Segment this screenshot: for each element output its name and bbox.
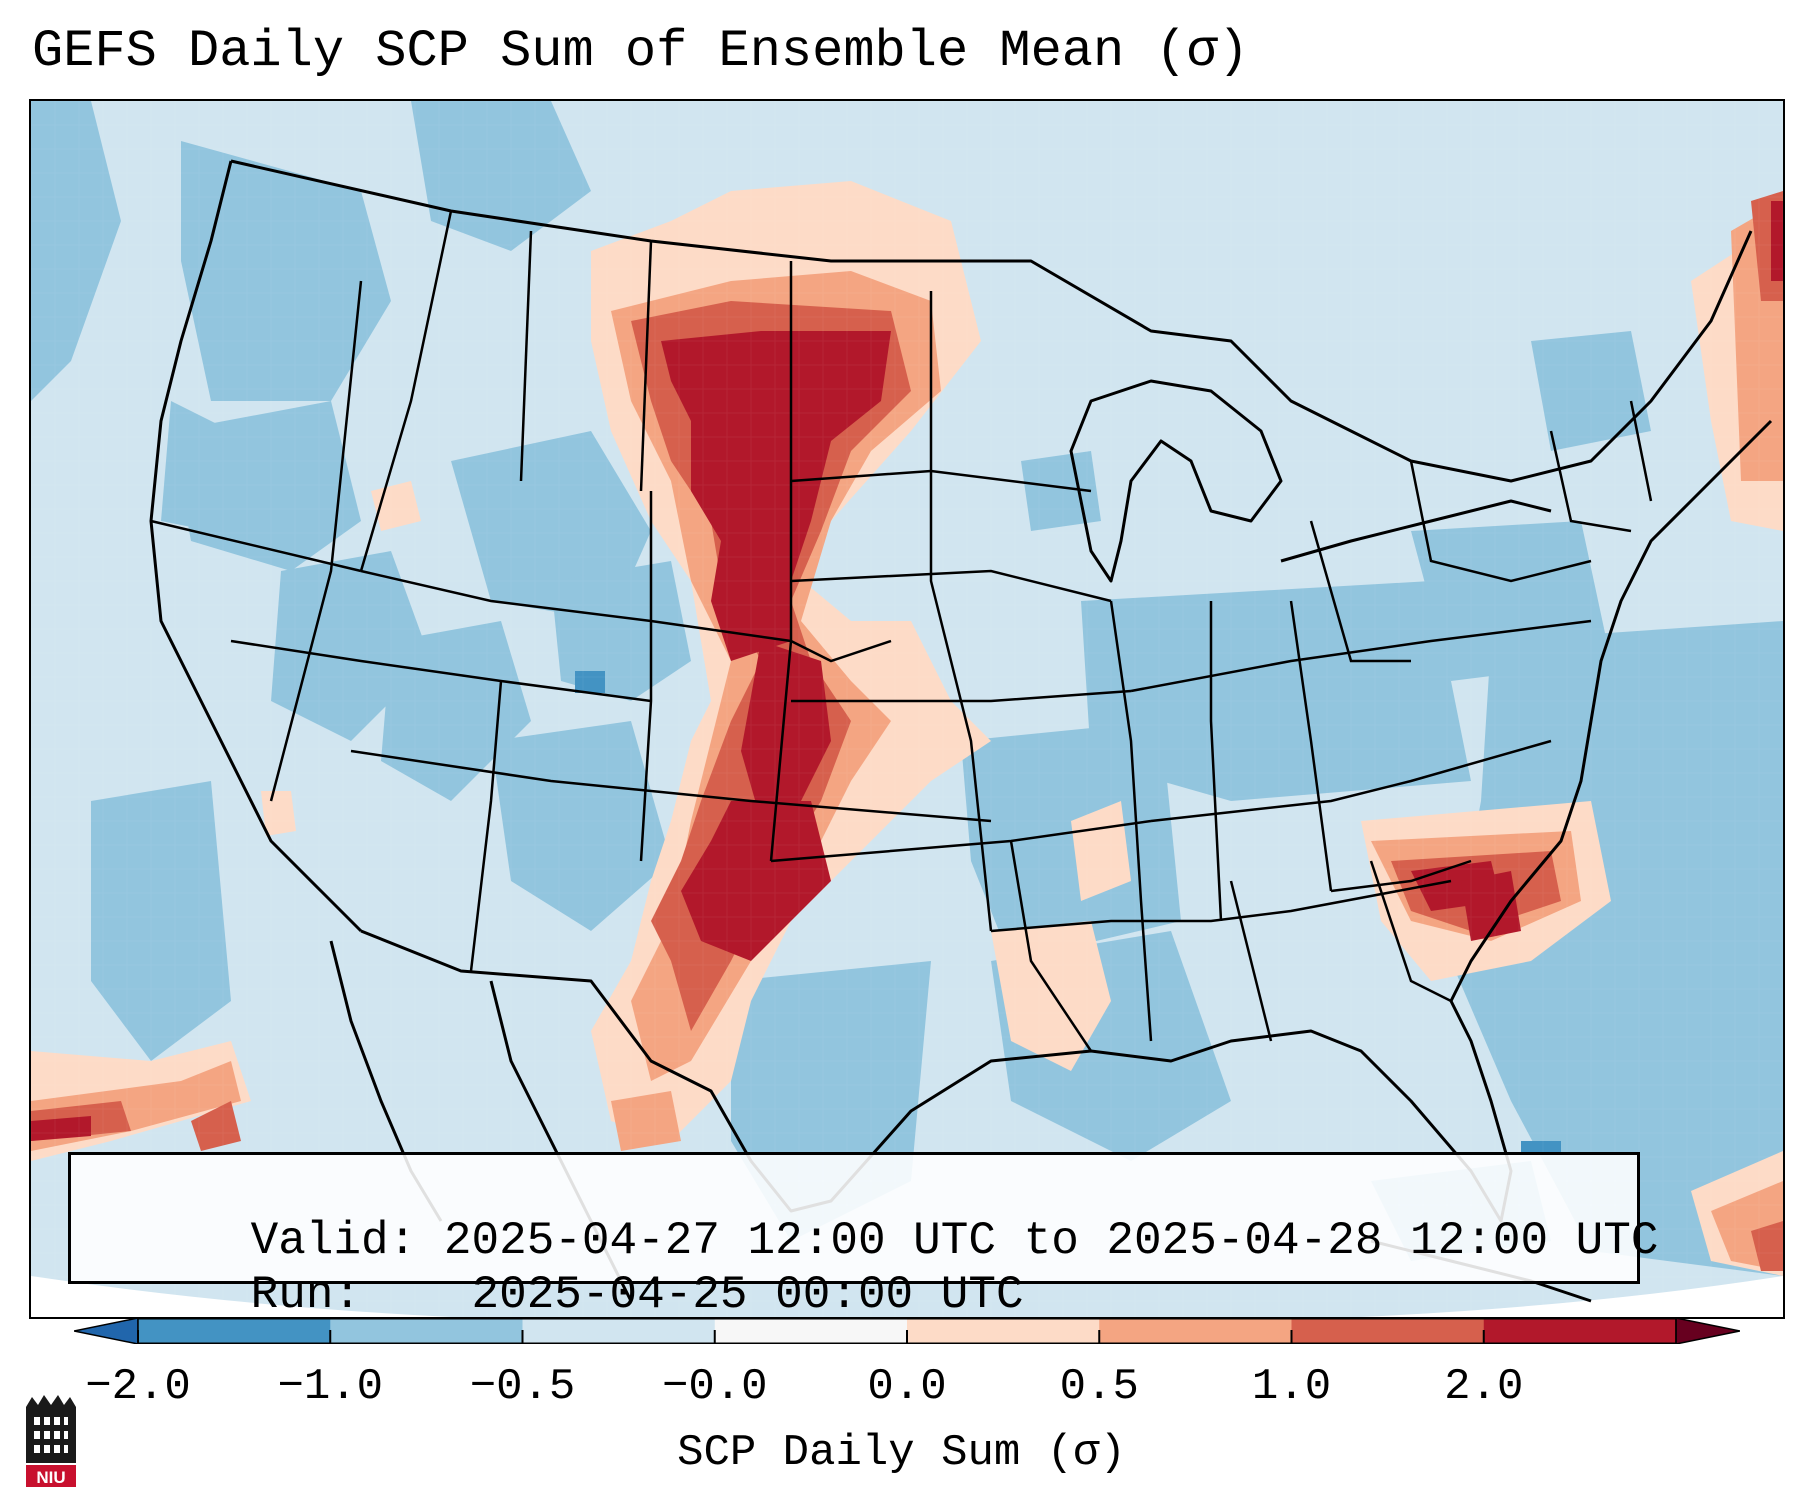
colorbar-bin [330, 1318, 523, 1344]
pacific-coast [149, 160, 363, 933]
colorbar-tick-label: −0.0 [661, 1362, 768, 1412]
colorbar-tick-label: 2.0 [1444, 1362, 1524, 1412]
gulf-coast [749, 1000, 1513, 1223]
us-canada-border [230, 159, 1753, 483]
colorbar [74, 1318, 1740, 1344]
niu-logo: NIU [26, 1395, 76, 1487]
mexico-border [360, 929, 753, 1162]
colorbar-bin [1099, 1318, 1292, 1344]
colorbar-tick-label: −2.0 [85, 1362, 191, 1412]
colorbar-bin [138, 1318, 331, 1344]
colorbar-title: SCP Daily Sum (σ) [677, 1428, 1126, 1478]
map-panel: Valid: 2025-04-27 12:00 UTC to 2025-04-2… [29, 99, 1785, 1319]
colorbar-bin [522, 1318, 716, 1344]
lake-erie-ontario [1280, 499, 1552, 563]
colorbar-bin [907, 1318, 1100, 1344]
colorbar-bin [714, 1318, 908, 1344]
colorbar-bin [1483, 1318, 1677, 1344]
valid-value: 2025-04-27 12:00 UTC to 2025-04-28 12:00… [443, 1215, 1659, 1267]
colorbar-bin [1291, 1318, 1485, 1344]
niu-logo-text: NIU [36, 1468, 65, 1487]
colorbar-tick-label: −0.5 [469, 1362, 576, 1412]
run-label: Run: [250, 1269, 362, 1319]
scp-map [31, 101, 1783, 1317]
state-boundaries [150, 210, 1653, 1052]
colorbar-tick-label: 0.0 [867, 1362, 947, 1412]
run-value: 2025-04-25 00:00 UTC [471, 1269, 1024, 1319]
valid-label: Valid: [250, 1215, 417, 1267]
map-title: GEFS Daily SCP Sum of Ensemble Mean (σ) [32, 22, 1249, 81]
valid-run-box: Valid: 2025-04-27 12:00 UTC to 2025-04-2… [68, 1152, 1659, 1317]
colorbar-tick-label: 1.0 [1251, 1362, 1332, 1412]
great-lakes [1069, 379, 1283, 583]
atlantic-coast [1449, 419, 1773, 1002]
colorbar-tick-label: 0.5 [1059, 1362, 1139, 1412]
colorbar-under-extension [74, 1318, 139, 1344]
colorbar-tick-label: −1.0 [277, 1362, 384, 1412]
colorbar-over-extension [1675, 1318, 1740, 1344]
